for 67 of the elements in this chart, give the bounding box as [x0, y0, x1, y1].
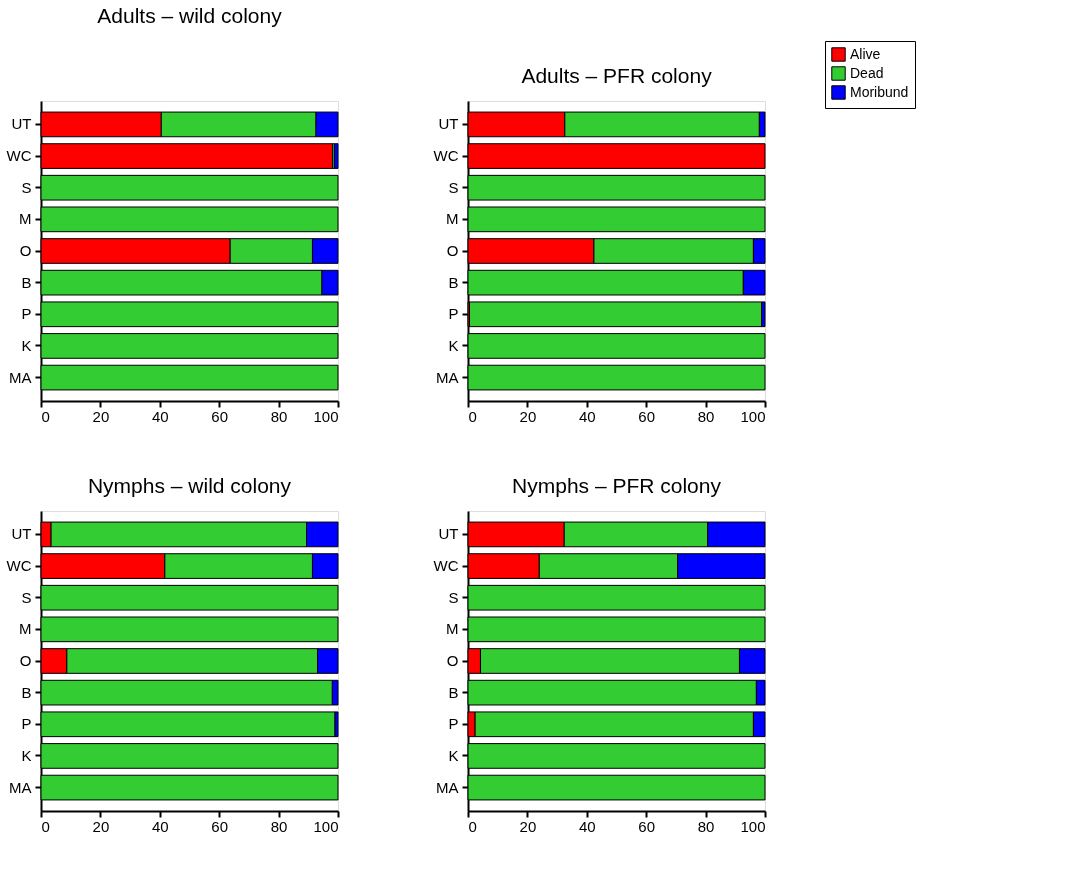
x-tick-label: 0 [41, 817, 50, 835]
x-tick-label: 40 [151, 407, 169, 425]
y-tick-label: O [19, 242, 32, 259]
chart-title: Adults – PFR colony [521, 64, 713, 87]
x-tick-label: 80 [270, 817, 288, 835]
y-tick-label: O [446, 242, 459, 259]
y-tick-label: M [446, 620, 459, 638]
x-tick-label: 60 [638, 407, 656, 425]
y-tick-label: O [19, 652, 32, 669]
x-tick-label: 100 [313, 817, 339, 835]
y-tick-label: K [448, 336, 459, 354]
legend-label: Alive [850, 45, 881, 62]
x-tick-label: 40 [578, 407, 596, 425]
x-tick-label: 100 [740, 407, 766, 425]
y-tick-label: B [448, 683, 459, 701]
y-tick-label: WC [433, 557, 459, 575]
y-tick-label: P [448, 305, 459, 323]
legend-label: Moribund [850, 83, 909, 100]
y-tick-label: WC [433, 147, 459, 165]
x-tick-label: 60 [211, 407, 229, 425]
x-tick-label: 80 [697, 407, 715, 425]
y-tick-label: B [21, 273, 32, 291]
x-tick-label: 20 [519, 407, 537, 425]
y-tick-label: WC [6, 557, 32, 575]
y-tick-label: P [21, 305, 32, 323]
y-tick-label: M [19, 210, 32, 228]
y-tick-label: B [448, 273, 459, 291]
y-tick-label: M [19, 620, 32, 638]
y-tick-label: MA [436, 368, 459, 386]
chart-title: Nymphs – wild colony [87, 474, 292, 497]
x-tick-label: 80 [270, 407, 288, 425]
y-tick-label: S [21, 588, 32, 606]
y-tick-label: O [446, 652, 459, 669]
y-tick-label: M [446, 210, 459, 228]
y-tick-label: WC [6, 147, 32, 165]
y-tick-label: K [21, 336, 32, 354]
y-tick-label: MA [436, 778, 459, 796]
y-tick-label: K [448, 746, 459, 764]
x-tick-label: 40 [578, 817, 596, 835]
x-tick-label: 20 [92, 817, 110, 835]
chart-title: Nymphs – PFR colony [512, 474, 722, 497]
x-tick-label: 60 [638, 817, 656, 835]
x-tick-label: 0 [468, 407, 477, 425]
y-tick-label: S [448, 178, 459, 196]
x-tick-label: 0 [468, 817, 477, 835]
y-tick-label: UT [438, 525, 459, 543]
y-tick-label: B [21, 683, 32, 701]
y-tick-label: K [21, 746, 32, 764]
y-tick-label: S [21, 178, 32, 196]
x-tick-label: 100 [313, 407, 339, 425]
y-tick-label: P [21, 715, 32, 733]
x-tick-label: 80 [697, 817, 715, 835]
y-tick-label: UT [11, 115, 32, 133]
y-tick-label: P [448, 715, 459, 733]
y-tick-label: UT [11, 525, 32, 543]
legend-label: Dead [850, 64, 884, 81]
chart-title: Adults – wild colony [97, 3, 283, 27]
y-tick-label: UT [438, 115, 459, 133]
x-tick-label: 20 [92, 407, 110, 425]
y-tick-label: MA [9, 368, 32, 386]
y-tick-label: MA [9, 778, 32, 796]
x-tick-label: 40 [151, 817, 169, 835]
x-tick-label: 100 [740, 817, 766, 835]
x-tick-label: 0 [41, 407, 50, 425]
x-tick-label: 20 [519, 817, 537, 835]
y-tick-label: S [448, 588, 459, 606]
x-tick-label: 60 [211, 817, 229, 835]
